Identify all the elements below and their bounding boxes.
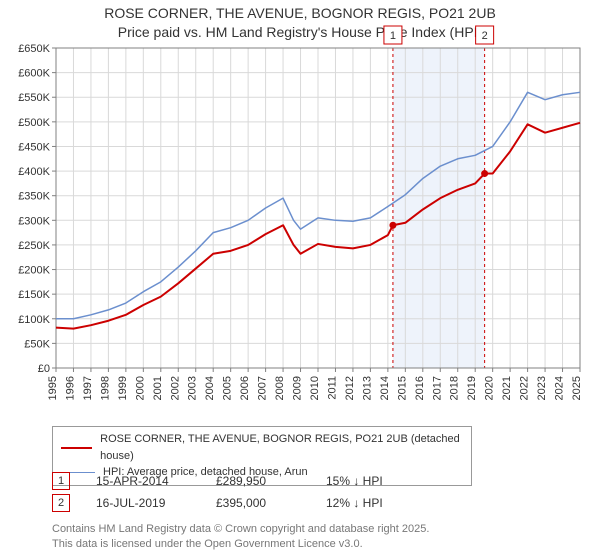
svg-text:£150K: £150K	[18, 289, 50, 301]
svg-text:2006: 2006	[239, 376, 251, 400]
svg-text:1995: 1995	[47, 376, 59, 400]
svg-text:1: 1	[390, 30, 396, 42]
svg-text:2015: 2015	[396, 376, 408, 400]
svg-text:2023: 2023	[536, 376, 548, 400]
legend-swatch	[61, 447, 92, 449]
svg-text:£250K: £250K	[18, 240, 50, 252]
chart-title: ROSE CORNER, THE AVENUE, BOGNOR REGIS, P…	[0, 0, 600, 44]
svg-text:2005: 2005	[222, 376, 234, 400]
svg-text:2024: 2024	[554, 376, 566, 400]
sale-delta: 15% ↓ HPI	[326, 474, 383, 488]
svg-text:2022: 2022	[519, 376, 531, 400]
svg-text:£300K: £300K	[18, 215, 50, 227]
svg-text:£600K: £600K	[18, 68, 50, 80]
svg-text:£350K: £350K	[18, 191, 50, 203]
svg-text:2016: 2016	[414, 376, 426, 400]
svg-text:2012: 2012	[344, 376, 356, 400]
chart-svg: £0£50K£100K£150K£200K£250K£300K£350K£400…	[52, 44, 584, 414]
svg-text:1996: 1996	[64, 376, 76, 400]
sale-price: £289,950	[216, 474, 326, 488]
svg-text:2014: 2014	[379, 376, 391, 400]
svg-text:2021: 2021	[501, 376, 513, 400]
svg-text:2018: 2018	[449, 376, 461, 400]
svg-text:1998: 1998	[99, 376, 111, 400]
svg-text:2002: 2002	[169, 376, 181, 400]
svg-text:2020: 2020	[484, 376, 496, 400]
svg-text:£500K: £500K	[18, 117, 50, 129]
legend-item: ROSE CORNER, THE AVENUE, BOGNOR REGIS, P…	[61, 431, 463, 464]
sale-marker-num: 2	[58, 497, 64, 509]
svg-text:£650K: £650K	[18, 43, 50, 55]
sales-table: 1 15-APR-2014 £289,950 15% ↓ HPI 2 16-JU…	[52, 470, 383, 514]
svg-text:2019: 2019	[466, 376, 478, 400]
svg-text:£450K: £450K	[18, 141, 50, 153]
svg-text:£550K: £550K	[18, 92, 50, 104]
chart-container: ROSE CORNER, THE AVENUE, BOGNOR REGIS, P…	[0, 0, 600, 560]
sale-date: 15-APR-2014	[96, 474, 216, 488]
svg-text:£200K: £200K	[18, 265, 50, 277]
svg-text:2000: 2000	[134, 376, 146, 400]
svg-text:2001: 2001	[152, 376, 164, 400]
svg-text:2004: 2004	[204, 376, 216, 400]
footer-line-1: Contains HM Land Registry data © Crown c…	[52, 522, 429, 537]
svg-text:1997: 1997	[82, 376, 94, 400]
table-row: 1 15-APR-2014 £289,950 15% ↓ HPI	[52, 470, 383, 492]
sale-delta: 12% ↓ HPI	[326, 496, 383, 510]
svg-text:2011: 2011	[326, 376, 338, 400]
svg-text:£100K: £100K	[18, 314, 50, 326]
svg-text:£50K: £50K	[24, 338, 50, 350]
sale-date: 16-JUL-2019	[96, 496, 216, 510]
title-line-1: ROSE CORNER, THE AVENUE, BOGNOR REGIS, P…	[10, 4, 590, 23]
svg-text:£400K: £400K	[18, 166, 50, 178]
footer-attribution: Contains HM Land Registry data © Crown c…	[52, 522, 429, 552]
svg-text:2017: 2017	[431, 376, 443, 400]
sale-marker-num: 1	[58, 475, 64, 487]
svg-text:2008: 2008	[274, 376, 286, 400]
svg-text:£0: £0	[38, 363, 50, 375]
legend-label: ROSE CORNER, THE AVENUE, BOGNOR REGIS, P…	[100, 431, 463, 464]
svg-text:2013: 2013	[361, 376, 373, 400]
svg-text:2007: 2007	[257, 376, 269, 400]
sale-marker-box: 1	[52, 472, 70, 490]
sale-marker-box: 2	[52, 494, 70, 512]
svg-text:2009: 2009	[292, 376, 304, 400]
footer-line-2: This data is licensed under the Open Gov…	[52, 537, 429, 552]
table-row: 2 16-JUL-2019 £395,000 12% ↓ HPI	[52, 492, 383, 514]
title-line-2: Price paid vs. HM Land Registry's House …	[10, 23, 590, 42]
svg-text:2025: 2025	[571, 376, 583, 400]
svg-text:2: 2	[482, 30, 488, 42]
svg-text:2010: 2010	[309, 376, 321, 400]
svg-text:2003: 2003	[187, 376, 199, 400]
sale-price: £395,000	[216, 496, 326, 510]
svg-text:1999: 1999	[117, 376, 129, 400]
